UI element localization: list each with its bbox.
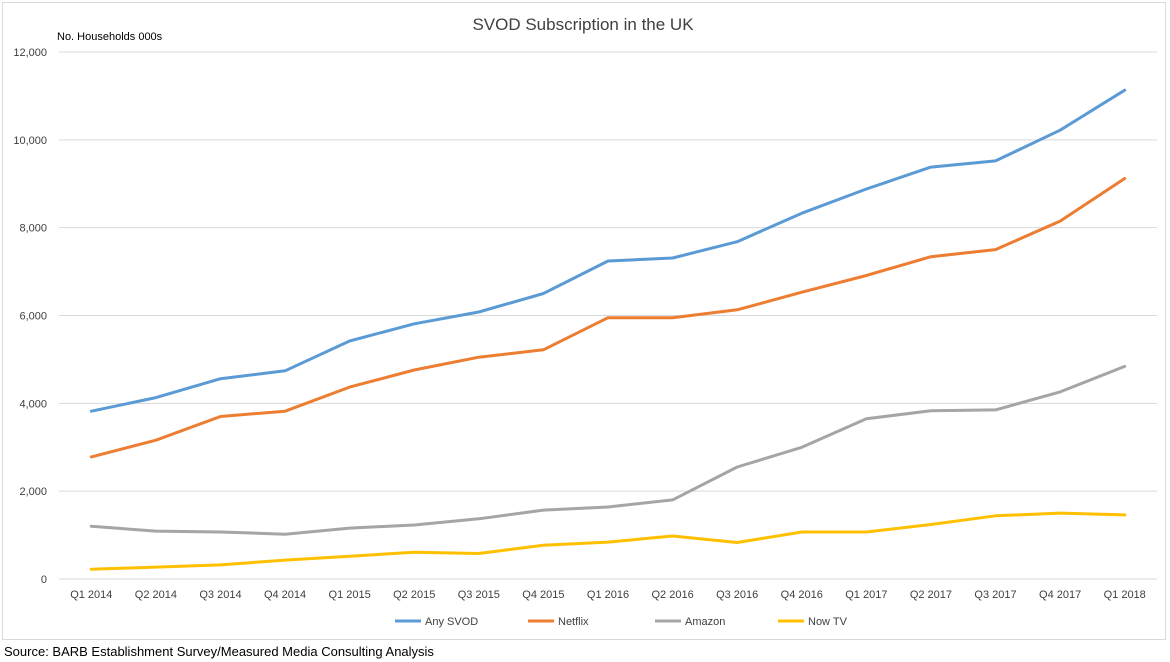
- x-tick-label: Q2 2015: [393, 589, 435, 601]
- x-tick-label: Q2 2016: [651, 589, 693, 601]
- x-tick-label: Q4 2015: [522, 589, 564, 601]
- x-tick-label: Q4 2014: [264, 589, 306, 601]
- series-line-netflix: [89, 177, 1127, 459]
- legend-label-netflix: Netflix: [558, 616, 589, 628]
- series-line-any-svod: [89, 88, 1127, 413]
- series-lines: [89, 88, 1127, 571]
- x-tick-label: Q4 2016: [781, 589, 823, 601]
- y-tick-label: 0: [41, 574, 47, 586]
- x-tick-label: Q1 2016: [587, 589, 629, 601]
- svod-line-chart: SVOD Subscription in the UK No. Househol…: [13, 15, 1157, 628]
- legend-label-now-tv: Now TV: [808, 616, 848, 628]
- chart-frame: [2, 2, 1166, 640]
- y-axis-ticks: 0 2,000 4,000 6,000 8,000 10,000 12,000: [13, 47, 47, 586]
- x-tick-label: Q2 2017: [910, 589, 952, 601]
- x-tick-label: Q1 2018: [1104, 589, 1146, 601]
- x-tick-label: Q2 2014: [135, 589, 177, 601]
- x-tick-label: Q3 2017: [974, 589, 1016, 601]
- gridlines: [59, 51, 1157, 580]
- series-line-now-tv: [89, 511, 1127, 571]
- source-note: Source: BARB Establishment Survey/Measur…: [4, 644, 434, 659]
- x-axis-ticks: Q1 2014 Q2 2014 Q3 2014 Q4 2014 Q1 2015 Q2 20…: [70, 589, 1146, 601]
- x-tick-label: Q3 2014: [199, 589, 241, 601]
- y-tick-label: 4,000: [19, 398, 47, 410]
- x-tick-label: Q1 2017: [845, 589, 887, 601]
- y-tick-label: 8,000: [19, 223, 47, 235]
- legend-label-amazon: Amazon: [685, 616, 725, 628]
- y-tick-label: 10,000: [13, 135, 47, 147]
- y-tick-label: 12,000: [13, 47, 47, 59]
- x-tick-label: Q1 2015: [329, 589, 371, 601]
- series-line-amazon: [89, 364, 1127, 536]
- x-tick-label: Q4 2017: [1039, 589, 1081, 601]
- y-tick-label: 6,000: [19, 311, 47, 323]
- legend: Any SVOD Netflix Amazon Now TV: [395, 616, 848, 628]
- x-tick-label: Q3 2016: [716, 589, 758, 601]
- y-axis-label: No. Households 000s: [57, 31, 163, 43]
- x-tick-label: Q1 2014: [70, 589, 112, 601]
- y-tick-label: 2,000: [19, 486, 47, 498]
- chart-title: SVOD Subscription in the UK: [472, 15, 694, 34]
- x-tick-label: Q3 2015: [458, 589, 500, 601]
- legend-label-any-svod: Any SVOD: [425, 616, 478, 628]
